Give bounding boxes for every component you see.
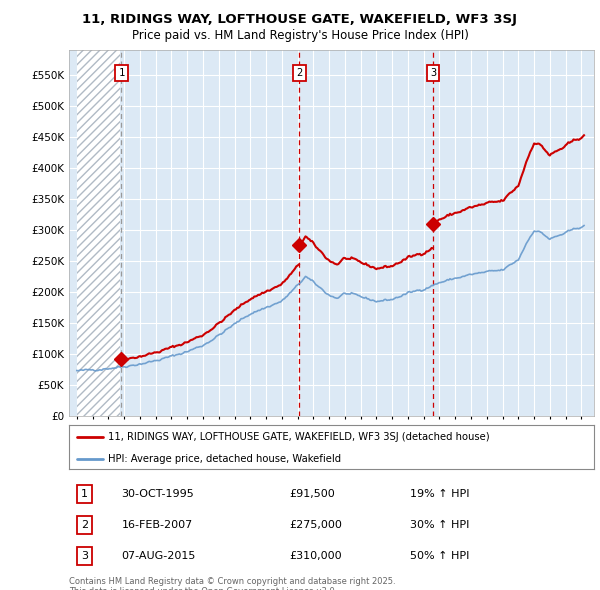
- Text: 1: 1: [81, 489, 88, 499]
- Text: 16-FEB-2007: 16-FEB-2007: [121, 520, 193, 530]
- Text: Contains HM Land Registry data © Crown copyright and database right 2025.
This d: Contains HM Land Registry data © Crown c…: [69, 577, 395, 590]
- Text: HPI: Average price, detached house, Wakefield: HPI: Average price, detached house, Wake…: [109, 454, 341, 464]
- Text: 07-AUG-2015: 07-AUG-2015: [121, 551, 196, 561]
- Text: £310,000: £310,000: [290, 551, 342, 561]
- Text: £275,000: £275,000: [290, 520, 343, 530]
- Text: 2: 2: [81, 520, 88, 530]
- Text: 1: 1: [118, 68, 125, 78]
- Text: 2: 2: [296, 68, 302, 78]
- Text: 11, RIDINGS WAY, LOFTHOUSE GATE, WAKEFIELD, WF3 3SJ: 11, RIDINGS WAY, LOFTHOUSE GATE, WAKEFIE…: [83, 13, 517, 26]
- Text: 30% ↑ HPI: 30% ↑ HPI: [410, 520, 470, 530]
- Text: 30-OCT-1995: 30-OCT-1995: [121, 489, 194, 499]
- Text: Price paid vs. HM Land Registry's House Price Index (HPI): Price paid vs. HM Land Registry's House …: [131, 30, 469, 42]
- Text: 11, RIDINGS WAY, LOFTHOUSE GATE, WAKEFIELD, WF3 3SJ (detached house): 11, RIDINGS WAY, LOFTHOUSE GATE, WAKEFIE…: [109, 432, 490, 442]
- Text: 3: 3: [81, 551, 88, 561]
- Text: £91,500: £91,500: [290, 489, 335, 499]
- Text: 19% ↑ HPI: 19% ↑ HPI: [410, 489, 470, 499]
- Text: 3: 3: [430, 68, 436, 78]
- Text: 50% ↑ HPI: 50% ↑ HPI: [410, 551, 470, 561]
